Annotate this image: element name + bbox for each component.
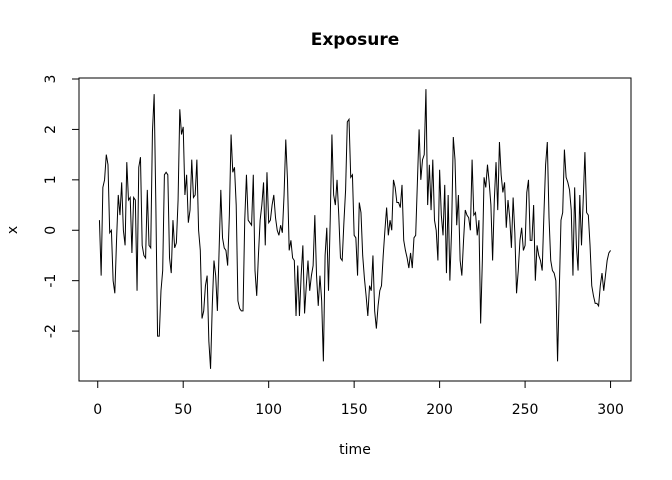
y-tick-label: 1 [43,175,59,184]
y-tick-label: -1 [43,274,59,288]
y-axis-label: x [5,226,21,234]
x-tick-label: 200 [426,402,453,418]
x-tick-label: 100 [255,402,282,418]
x-tick-label: 250 [512,402,539,418]
y-tick-label: 2 [43,125,59,134]
plot-box [78,77,632,382]
chart-title: Exposure [311,30,400,50]
x-tick-label: 0 [93,402,102,418]
x-axis-label: time [339,442,371,458]
y-tick-label: -2 [43,324,59,338]
x-tick-label: 150 [341,402,368,418]
x-tick-label: 300 [597,402,624,418]
y-tick-label: 3 [43,75,59,84]
series-line [98,89,611,369]
y-tick-label: 0 [43,226,59,235]
x-tick-label: 50 [174,402,192,418]
